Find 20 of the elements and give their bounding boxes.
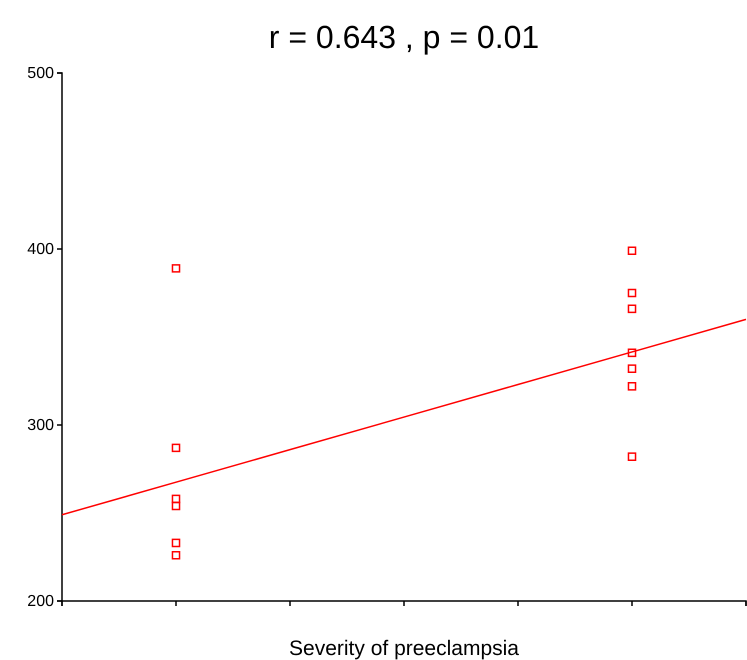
chart-title: r = 0.643 , p = 0.01 — [268, 19, 540, 55]
point — [172, 264, 180, 273]
point — [172, 494, 180, 504]
y-tick-label: 300 — [27, 417, 54, 434]
y-tick-label: 200 — [27, 593, 54, 610]
line-series — [61, 318, 747, 516]
point — [172, 502, 180, 510]
point — [172, 444, 180, 452]
point — [628, 288, 636, 298]
x-axis-title: Severity of preeclampsia — [289, 637, 520, 660]
point — [628, 246, 636, 256]
point — [628, 348, 636, 358]
point — [628, 304, 636, 314]
y-tick-label: 500 — [27, 65, 54, 82]
point — [628, 382, 636, 391]
point — [172, 550, 180, 560]
y-tick-label: 400 — [27, 241, 54, 258]
point — [172, 538, 180, 548]
point — [628, 452, 636, 461]
point — [628, 364, 636, 373]
